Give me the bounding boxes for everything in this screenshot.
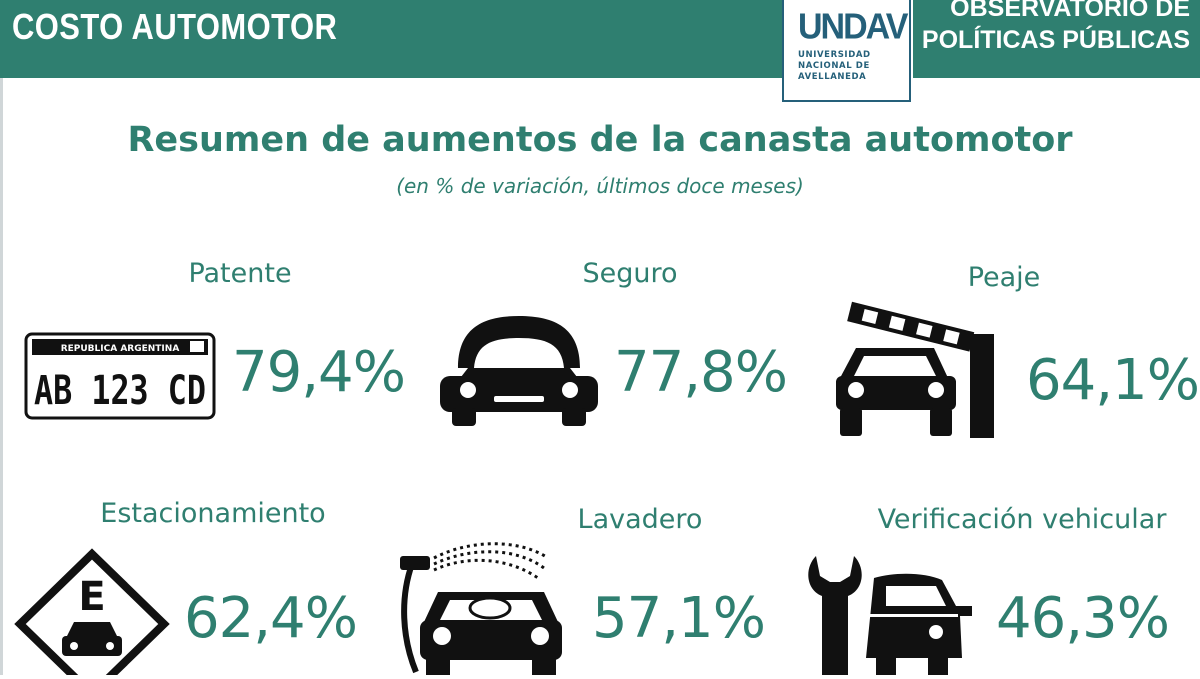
svg-text:REPUBLICA ARGENTINA: REPUBLICA ARGENTINA <box>61 344 180 354</box>
observatorio-label: OBSERVATORIO DE POLÍTICAS PÚBLICAS <box>921 0 1190 54</box>
toll-barrier-car-icon <box>832 296 998 444</box>
parking-sign-icon: E <box>14 548 170 679</box>
page-subtitle: (en % de variación, últimos doce meses) <box>396 174 804 198</box>
header-title: COSTO AUTOMOTOR <box>12 6 338 47</box>
value-patente: 79,4% <box>232 340 406 405</box>
svg-text:AB 123 CD: AB 123 CD <box>34 368 206 414</box>
item-label-patente: Patente <box>188 258 292 289</box>
item-label-estacionamiento: Estacionamiento <box>100 498 326 529</box>
item-label-lavadero: Lavadero <box>577 504 703 535</box>
item-label-verificacion: Verificación vehicular <box>877 504 1167 535</box>
page-border <box>0 78 3 675</box>
logo-text: UNIVERSIDAD NACIONAL DE AVELLANEDA <box>798 50 871 82</box>
logo-mark: UNDAV <box>798 7 908 47</box>
svg-text:E: E <box>78 574 105 620</box>
item-label-peaje: Peaje <box>967 262 1041 293</box>
item-label-seguro: Seguro <box>582 258 678 289</box>
value-lavadero: 57,1% <box>592 586 766 651</box>
car-wash-icon <box>398 538 578 679</box>
page-title: Resumen de aumentos de la canasta automo… <box>127 120 1073 160</box>
undav-logo: UNDAV UNIVERSIDAD NACIONAL DE AVELLANEDA <box>782 0 911 102</box>
value-seguro: 77,8% <box>614 340 788 405</box>
value-verificacion: 46,3% <box>996 586 1170 651</box>
license-plate-icon: REPUBLICA ARGENTINA AB 123 CD <box>24 332 216 424</box>
header-observatorio: OBSERVATORIO DE POLÍTICAS PÚBLICAS <box>913 0 1200 78</box>
value-peaje: 64,1% <box>1026 348 1200 413</box>
wrench-car-icon <box>804 548 976 679</box>
value-estacionamiento: 62,4% <box>184 586 358 651</box>
protected-car-icon <box>438 310 600 432</box>
header-banner: COSTO AUTOMOTOR <box>0 0 782 78</box>
